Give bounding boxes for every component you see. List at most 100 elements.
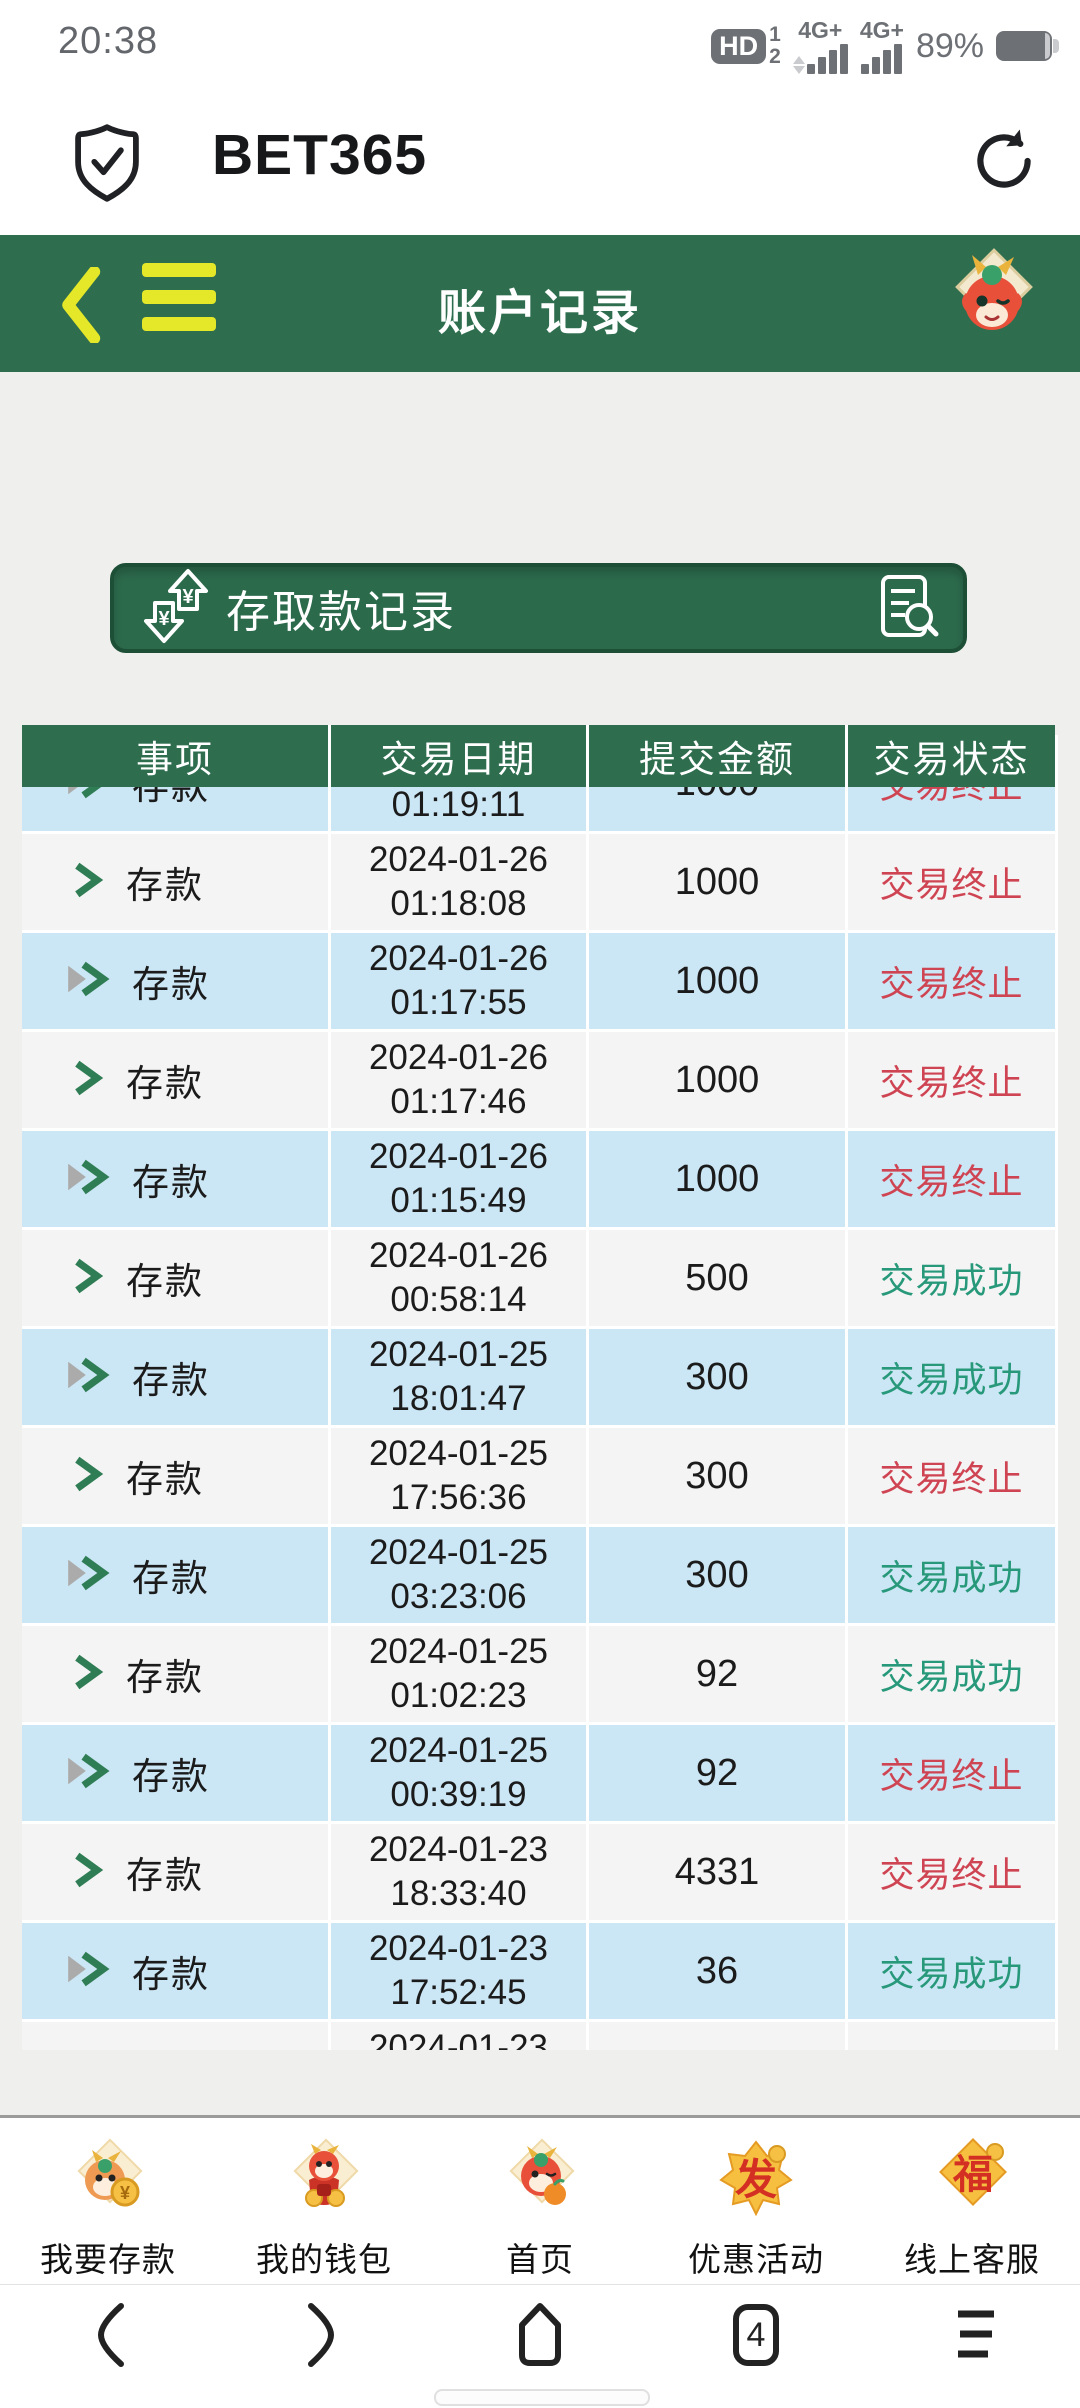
date-cell: 2024-01-26 00:58:14 — [331, 1230, 589, 1326]
status-cell: 交易成功 — [848, 1329, 1055, 1425]
bottom-nav: ¥ 我要存款 我的 — [0, 2118, 1080, 2284]
item-label: 存款 — [132, 1756, 210, 1797]
column-header: 事项 — [22, 725, 331, 787]
promo-fa-icon: 发 — [713, 2136, 799, 2227]
date-cell: 2024-01-25 00:39:19 — [331, 1725, 589, 1821]
date-cell: 2024-01-26 01:18:08 — [331, 834, 589, 930]
table-row: 存款 2024-01-25 17:56:36 300 交易终止 — [22, 1428, 1058, 1524]
deposit-withdraw-records-banner[interactable]: ¥ ¥ 存取款记录 — [110, 563, 967, 653]
home-indicator-handle[interactable] — [434, 2389, 650, 2406]
item-label: 存款 — [132, 1162, 210, 1203]
service-fu-icon: 福 — [929, 2136, 1015, 2227]
status-cell: 交易成功 — [848, 1527, 1055, 1623]
banner-label: 存取款记录 — [226, 588, 456, 637]
item-cell: 存款 — [22, 1626, 331, 1722]
svg-text:¥: ¥ — [158, 608, 170, 630]
signal-sim1-icon: 4G+ — [792, 18, 848, 74]
bottom-nav-label: 我要存款 — [40, 2241, 176, 2278]
date-cell: 2024-01-25 18:01:47 — [331, 1329, 589, 1425]
item-cell: 存款 — [22, 1032, 331, 1128]
nav-back-button[interactable] — [0, 2285, 216, 2385]
item-label: 存款 — [126, 865, 204, 906]
bottom-nav-item-home[interactable]: 首页 — [432, 2118, 648, 2284]
signal-sim2-icon: 4G+ — [860, 18, 904, 74]
amount-cell: 92 — [589, 1626, 848, 1722]
nav-home-button[interactable] — [432, 2285, 648, 2385]
item-label: 存款 — [126, 1261, 204, 1302]
wallet-mascot-icon — [281, 2136, 367, 2227]
amount-cell: 4331 — [589, 1824, 848, 1920]
item-label: 存款 — [132, 1954, 210, 1995]
deposit-mascot-icon: ¥ — [65, 2136, 151, 2227]
item-label: 存款 — [126, 1855, 204, 1896]
item-label: 存款 — [132, 1558, 210, 1599]
table-row: 存款 2024-01-26 00:58:14 500 交易成功 — [22, 1230, 1058, 1326]
date-cell: 2024-01-25 17:56:36 — [331, 1428, 589, 1524]
svg-text:福: 福 — [952, 2153, 993, 2197]
bottom-nav-item-wallet[interactable]: 我的钱包 — [216, 2118, 432, 2284]
amount-cell: 1000 — [589, 834, 848, 930]
date-cell: 2024-01-25 03:23:06 — [331, 1527, 589, 1623]
svg-text:发: 发 — [735, 2156, 777, 2203]
bottom-nav-item-deposit[interactable]: ¥ 我要存款 — [0, 2118, 216, 2284]
date-cell: 2024-01-26 01:17:55 — [331, 933, 589, 1029]
amount-cell: 92 — [589, 1725, 848, 1821]
table-row: 存款 2024-01-23 18:33:40 4331 交易终止 — [22, 1824, 1058, 1920]
search-records-icon[interactable] — [875, 573, 941, 644]
amount-cell: 1000 — [589, 933, 848, 1029]
section-divider — [0, 2115, 1080, 2118]
date-cell: 2024-01-26 01:15:49 — [331, 1131, 589, 1227]
nav-forward-button[interactable] — [216, 2285, 432, 2385]
bottom-nav-item-promotions[interactable]: 发 优惠活动 — [648, 2118, 864, 2284]
bottom-nav-item-service[interactable]: 福 线上客服 — [864, 2118, 1080, 2284]
bottom-nav-label: 首页 — [506, 2241, 574, 2278]
back-icon[interactable] — [56, 265, 104, 348]
table-row: 存款 2024-01-25 18:01:47 300 交易成功 — [22, 1329, 1058, 1425]
dragon-mascot-avatar[interactable] — [942, 245, 1042, 368]
table-row: 存款 2024-01-26 01:15:49 1000 交易终止 — [22, 1131, 1058, 1227]
status-cell: 交易终止 — [848, 834, 1055, 930]
site-security-shield-icon[interactable] — [70, 122, 144, 209]
column-header: 交易状态 — [848, 725, 1055, 787]
item-cell: 存款 — [22, 1527, 331, 1623]
item-label: 存款 — [126, 1657, 204, 1698]
amount-cell: 500 — [589, 1230, 848, 1326]
amount-cell: 36 — [589, 1923, 848, 2019]
item-cell: 存款 — [22, 834, 331, 930]
nav-menu-button[interactable] — [864, 2285, 1080, 2385]
page-title[interactable]: BET365 — [212, 123, 428, 187]
date-cell: 2024-01-23 — [331, 2022, 589, 2050]
menu-icon[interactable] — [142, 263, 216, 344]
item-cell: 存款 — [22, 1230, 331, 1326]
item-cell: 存款 — [22, 1923, 331, 2019]
nav-tabs-button[interactable]: 4 — [648, 2285, 864, 2385]
battery-percent: 89% — [915, 26, 984, 65]
svg-text:¥: ¥ — [120, 2183, 130, 2203]
bottom-nav-label: 我的钱包 — [256, 2241, 392, 2278]
table-row: 存款 2024-01-23 17:52:45 36 交易成功 — [22, 1923, 1058, 2019]
data-activity-icon — [792, 55, 805, 74]
item-cell: 存款 — [22, 1131, 331, 1227]
table-row: 存款 2024-01-25 01:02:23 92 交易成功 — [22, 1626, 1058, 1722]
page-heading: 账户记录 — [437, 287, 642, 340]
status-cell: 交易成功 — [848, 1923, 1055, 2019]
table-row: 存款 2024-01-26 01:17:55 1000 交易终止 — [22, 933, 1058, 1029]
table-row: 存款 2024-01-26 01:17:46 1000 交易终止 — [22, 1032, 1058, 1128]
column-header: 提交金额 — [589, 725, 848, 787]
browser-toolbar: BET365 — [0, 90, 1080, 235]
status-cell: 交易终止 — [848, 933, 1055, 1029]
battery-icon — [996, 31, 1059, 61]
item-label: 存款 — [132, 964, 210, 1005]
table-row: 存款 2024-01-25 03:23:06 300 交易成功 — [22, 1527, 1058, 1623]
hd-volte-icon: HD 1 2 — [711, 24, 781, 68]
row-arrow-icon — [62, 1452, 108, 1501]
row-arrow-icon — [62, 1155, 114, 1204]
refresh-icon[interactable] — [968, 122, 1040, 205]
amount-cell: 1000 — [589, 1131, 848, 1227]
row-arrow-icon — [62, 1947, 114, 1996]
status-cell: 交易终止 — [848, 1032, 1055, 1128]
table-row: 存款 2024-01-26 01:18:08 1000 交易终止 — [22, 834, 1058, 930]
item-cell: 存款 — [22, 1824, 331, 1920]
date-cell: 2024-01-23 17:52:45 — [331, 1923, 589, 2019]
